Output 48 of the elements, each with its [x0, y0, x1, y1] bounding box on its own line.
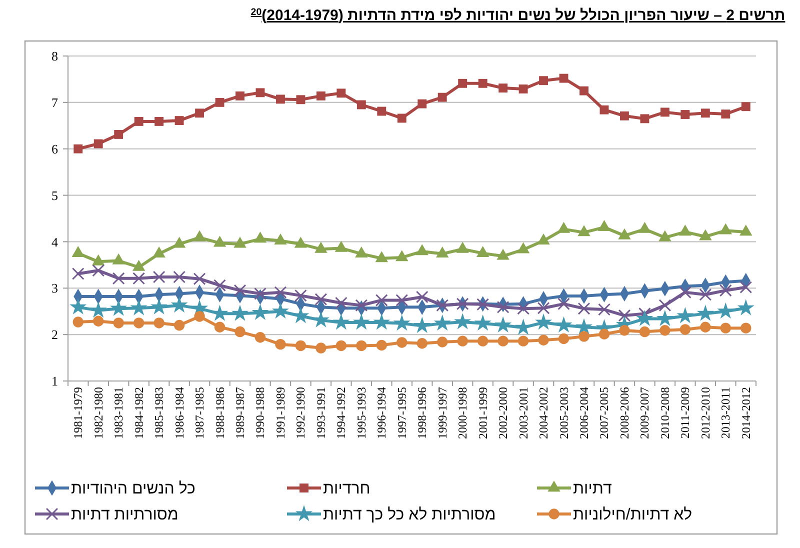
- x-tick-label: 1992-1990: [294, 387, 308, 439]
- x-tick-label: 1999-1997: [435, 387, 450, 439]
- y-tick-label: 5: [52, 188, 58, 203]
- x-tick-label: 2013-2011: [718, 387, 733, 439]
- x-tick-label: 1985-1983: [152, 387, 166, 439]
- x-tick-label: 1983-1981: [112, 387, 126, 439]
- y-tick-label: 4: [52, 234, 58, 250]
- x-tick-label: 2004-2002: [536, 387, 551, 439]
- x-tick-label: 2003-2001: [516, 387, 530, 439]
- x-tick-label: 1995-1993: [354, 387, 368, 439]
- x-tick-label: 2002-2000: [496, 387, 510, 439]
- x-tick-label: 2011-2009: [678, 387, 692, 439]
- x-tick-label: 1981-1979: [71, 387, 86, 439]
- x-tick-label: 1987-1985: [192, 387, 207, 439]
- legend-label: דתיות: [573, 480, 612, 498]
- x-tick-label: 1984-1982: [132, 387, 146, 439]
- legend-label: חרדיות: [323, 480, 370, 498]
- x-tick-label: 1989-1987: [233, 387, 247, 439]
- x-tick-label: 2001-1999: [476, 387, 490, 439]
- y-tick-label: 3: [52, 280, 58, 296]
- x-tick-label: 2006-2004: [577, 387, 591, 439]
- y-tick-label: 2: [52, 327, 58, 342]
- x-tick-label: 1997-1995: [394, 387, 409, 439]
- x-tick-label: 1996-1994: [374, 387, 389, 439]
- x-tick-label: 2012-2010: [698, 387, 712, 439]
- x-tick-label: 2009-2007: [638, 387, 652, 439]
- y-tick-label: 1: [52, 374, 58, 389]
- legend-label: מסורתיות דתיות: [71, 506, 178, 524]
- y-tick-label: 6: [52, 141, 58, 156]
- legend-label: כל הנשים היהודיות: [71, 480, 196, 498]
- x-tick-label: 1993-1991: [314, 387, 328, 439]
- y-tick-label: 8: [52, 48, 58, 64]
- x-tick-label: 1982-1980: [91, 387, 106, 439]
- x-tick-label: 1990-1988: [253, 387, 268, 439]
- x-tick-label: 1986-1984: [172, 387, 186, 439]
- y-tick-label: 7: [52, 94, 58, 110]
- x-tick-label: 1998-1996: [415, 387, 430, 439]
- x-tick-label: 1994-1992: [334, 387, 348, 439]
- x-tick-label: 1988-1986: [212, 387, 227, 439]
- x-tick-label: 2014-2012: [738, 387, 753, 439]
- x-tick-label: 2010-2008: [658, 387, 672, 439]
- legend-label: לא דתיות/חילוניות: [573, 506, 692, 524]
- legend-label: מסורתיות לא כל כך דתיות: [323, 506, 496, 524]
- x-tick-label: 2005-2003: [556, 387, 571, 439]
- x-tick-label: 1991-1989: [273, 387, 288, 439]
- x-tick-label: 2008-2006: [617, 387, 632, 439]
- x-tick-label: 2007-2005: [597, 387, 612, 439]
- x-tick-label: 2000-1998: [456, 387, 470, 439]
